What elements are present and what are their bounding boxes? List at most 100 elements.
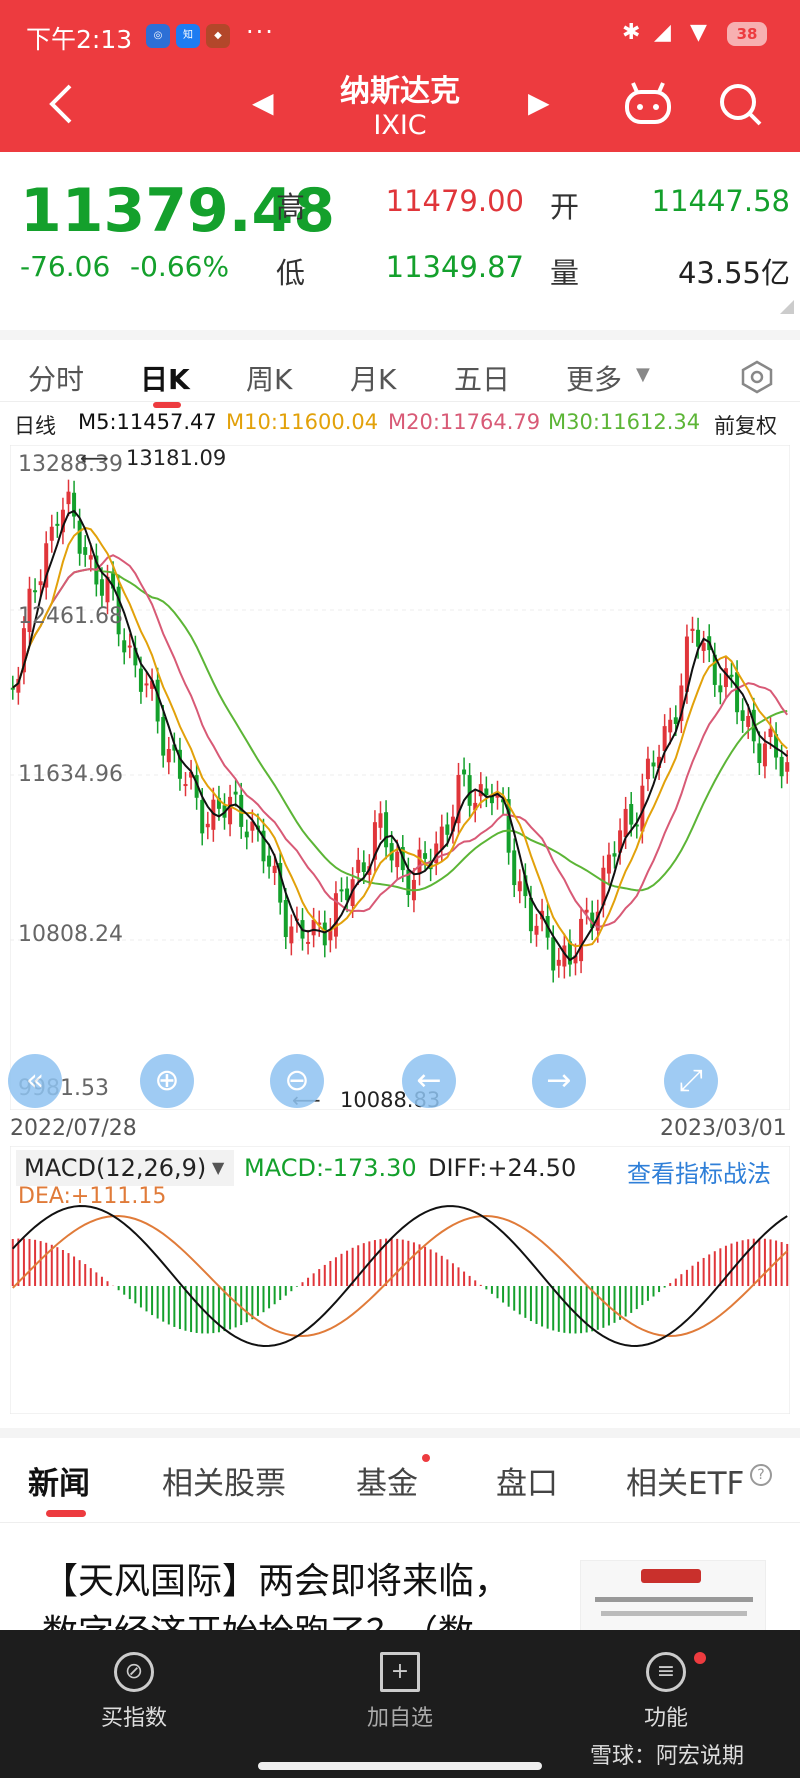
candle-body xyxy=(506,799,511,853)
candle-body xyxy=(450,816,455,832)
y-axis-label-1: 13288.39 xyxy=(18,452,123,477)
tab-intraday[interactable]: 分时 xyxy=(28,363,85,396)
buy-index-label: 买指数 xyxy=(100,1706,167,1731)
scroll-left-icon[interactable]: ← xyxy=(402,1054,456,1108)
macd-selector[interactable]: MACD(12,26,9) ▼ xyxy=(16,1150,234,1186)
ma30-label: M30:11612.34 xyxy=(548,410,701,434)
candle-body xyxy=(456,774,461,824)
macd-chart[interactable] xyxy=(10,1146,790,1414)
scroll-right-icon[interactable]: → xyxy=(532,1054,586,1108)
tab-funds[interactable]: 基金 xyxy=(356,1466,418,1502)
volume-value: 43.55亿 xyxy=(677,256,790,290)
candle-body xyxy=(33,590,38,593)
tab-five-day[interactable]: 五日 xyxy=(454,363,511,396)
candle-body xyxy=(378,813,383,828)
indicator-strategy-link[interactable]: 查看指标战法 xyxy=(627,1160,771,1188)
candle-body xyxy=(673,717,678,724)
function-label: 功能 xyxy=(643,1706,688,1731)
section-divider xyxy=(0,1428,800,1438)
robot-icon[interactable] xyxy=(623,80,673,126)
candle-body xyxy=(785,762,790,772)
candle-body xyxy=(606,854,611,874)
tab-order-book[interactable]: 盘口 xyxy=(496,1466,558,1502)
candle-body xyxy=(657,756,662,769)
menu-icon: ≡ xyxy=(646,1652,686,1692)
candle-body xyxy=(512,850,517,886)
back-icon[interactable] xyxy=(48,82,74,126)
candle-body xyxy=(166,748,171,763)
candle-body xyxy=(406,869,411,896)
news-item[interactable]: 【天风国际】两会即将来临， 数字经济开始抢跑了？（数 xyxy=(0,1524,800,1630)
tab-weekly-k[interactable]: 周K xyxy=(246,363,293,396)
zhihu-icon: 知 xyxy=(176,24,200,48)
candle-body xyxy=(528,897,533,932)
battery-icon: 38 xyxy=(727,22,767,46)
candle-body xyxy=(21,628,26,673)
wifi-icon: ▼ xyxy=(690,20,707,45)
candle-body xyxy=(183,784,188,787)
prev-index-icon[interactable]: ◀ xyxy=(252,86,274,119)
candle-body xyxy=(228,796,233,825)
function-notification-dot xyxy=(694,1652,706,1664)
candle-body xyxy=(233,791,238,795)
candle-body xyxy=(239,794,244,827)
search-icon[interactable] xyxy=(718,82,764,128)
candle-body xyxy=(584,909,589,913)
macd-indicator-name: MACD(12,26,9) xyxy=(24,1154,207,1182)
candle-body xyxy=(311,919,316,936)
add-watchlist-button[interactable]: + 加自选 xyxy=(320,1630,480,1732)
candle-body xyxy=(155,679,160,722)
corner-expand-icon xyxy=(780,300,794,314)
candle-body xyxy=(345,888,350,901)
candle-body xyxy=(489,795,494,804)
y-axis-label-4: 10808.24 xyxy=(18,922,123,947)
candle-body xyxy=(774,734,779,758)
candle-body xyxy=(467,775,472,806)
more-dropdown-icon[interactable]: ▼ xyxy=(636,364,650,385)
macd-value: MACD:-173.30 xyxy=(244,1154,417,1182)
candlestick-chart[interactable] xyxy=(10,445,790,1110)
news-tab-indicator xyxy=(46,1510,86,1517)
adjust-mode[interactable]: 前复权 xyxy=(714,414,777,438)
candle-body xyxy=(138,668,143,692)
low-value: 11349.87 xyxy=(385,250,524,284)
scroll-start-icon[interactable]: « xyxy=(8,1054,62,1108)
candle-body xyxy=(133,647,138,666)
candle-body xyxy=(696,629,701,647)
candle-body xyxy=(579,918,584,962)
zoom-out-icon[interactable]: ⊖ xyxy=(270,1054,324,1108)
volume-label: 量 xyxy=(550,256,580,290)
help-icon[interactable]: ? xyxy=(750,1464,772,1486)
open-value: 11447.58 xyxy=(651,184,790,218)
function-button[interactable]: ≡ 功能 xyxy=(586,1630,746,1732)
zoom-in-icon[interactable]: ⊕ xyxy=(140,1054,194,1108)
tab-news[interactable]: 新闻 xyxy=(28,1466,90,1502)
settings-hexagon-icon[interactable] xyxy=(740,360,774,394)
home-indicator[interactable] xyxy=(258,1762,542,1770)
divider xyxy=(0,1522,800,1523)
candle-body xyxy=(590,912,595,929)
tab-related-etf[interactable]: 相关ETF xyxy=(626,1466,745,1502)
candle-body xyxy=(551,937,556,971)
add-watchlist-label: 加自选 xyxy=(366,1706,433,1731)
candle-body xyxy=(445,824,450,835)
candle-body xyxy=(244,831,249,838)
next-index-icon[interactable]: ▶ xyxy=(528,86,550,119)
candle-body xyxy=(216,797,221,809)
chart-start-date: 2022/07/28 xyxy=(10,1116,137,1141)
candle-body xyxy=(735,672,740,713)
more-notifications-icon: ··· xyxy=(246,18,275,46)
candle-body xyxy=(618,830,623,853)
candle-body xyxy=(339,889,344,892)
tab-daily-k[interactable]: 日K xyxy=(140,363,190,396)
candle-body xyxy=(718,685,723,693)
buy-index-button[interactable]: ⊘ 买指数 xyxy=(54,1630,214,1732)
candle-body xyxy=(356,859,361,873)
tab-more[interactable]: 更多 xyxy=(566,363,623,396)
fullscreen-icon[interactable]: ⤢ xyxy=(664,1054,718,1108)
period-label: 日线 xyxy=(14,414,56,438)
candle-body xyxy=(306,941,311,944)
tab-monthly-k[interactable]: 月K xyxy=(350,363,397,396)
tab-related-stocks[interactable]: 相关股票 xyxy=(162,1466,286,1502)
candle-body xyxy=(10,687,15,690)
